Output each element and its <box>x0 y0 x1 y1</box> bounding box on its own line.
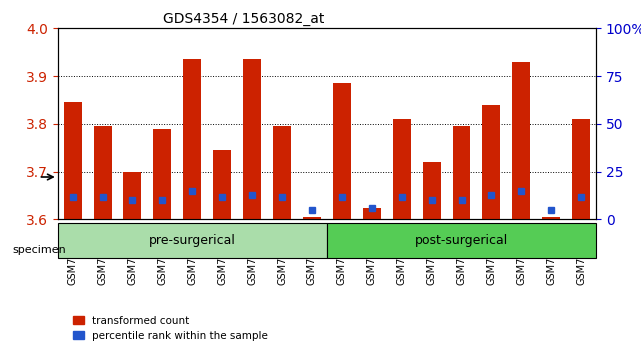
Bar <box>63 102 81 219</box>
Bar <box>94 126 112 219</box>
Bar <box>363 207 381 219</box>
Text: post-surgerical: post-surgerical <box>415 234 508 247</box>
Bar <box>572 119 590 219</box>
Bar <box>153 129 171 219</box>
Bar <box>542 217 560 219</box>
Text: pre-surgerical: pre-surgerical <box>149 234 236 247</box>
Bar <box>124 172 142 219</box>
Bar <box>393 119 411 219</box>
Text: specimen: specimen <box>13 245 67 255</box>
Bar <box>512 62 530 219</box>
Bar <box>303 217 321 219</box>
Bar <box>183 59 201 219</box>
Bar <box>333 83 351 219</box>
Bar <box>243 59 261 219</box>
Bar <box>483 105 501 219</box>
FancyBboxPatch shape <box>58 223 327 258</box>
Bar <box>453 126 470 219</box>
Text: GDS4354 / 1563082_at: GDS4354 / 1563082_at <box>163 12 324 27</box>
Bar <box>422 162 440 219</box>
Legend: transformed count, percentile rank within the sample: transformed count, percentile rank withi… <box>69 312 272 345</box>
Bar <box>273 126 291 219</box>
Bar <box>213 150 231 219</box>
FancyBboxPatch shape <box>327 223 596 258</box>
